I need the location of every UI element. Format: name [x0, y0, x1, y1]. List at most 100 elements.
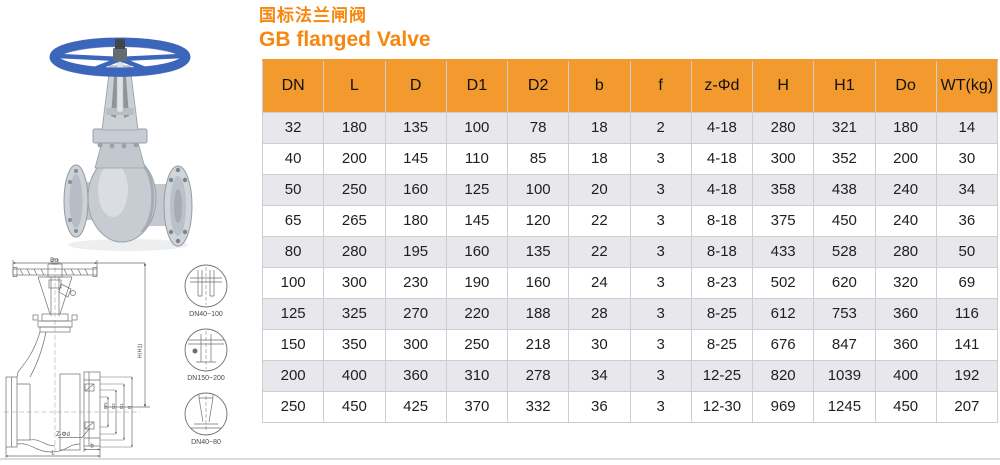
spec-table-head: DN L D D1 D2 b f z-Φd H H1 Do WT(kg)	[261, 59, 999, 113]
table-cell: 218	[506, 328, 570, 361]
column-header: L	[323, 59, 386, 113]
photo-shadow	[68, 239, 188, 251]
column-header: b	[568, 59, 631, 113]
dim-label-d: D	[127, 405, 132, 409]
column-header: D1	[445, 59, 509, 113]
table-cell: 22	[568, 235, 631, 268]
table-cell: 620	[813, 266, 876, 299]
table-cell: 180	[323, 111, 386, 144]
table-cell: 320	[874, 266, 937, 299]
table-row: 32 180 135 100 78 18 2 4-18 280 321 180 14	[261, 111, 999, 144]
dim-label-do: Do	[50, 258, 58, 264]
product-title-en: GB flanged Valve	[259, 27, 431, 51]
table-cell: 85	[506, 142, 570, 175]
technical-drawing-svg: Do H(H1) Z-Φd b L DN D2 D1 D DN40~100 DN…	[4, 258, 228, 458]
table-cell: 36	[568, 390, 631, 423]
title-block: 国标法兰闸阀 GB flanged Valve	[259, 6, 431, 52]
table-cell: 3	[629, 266, 692, 299]
technical-drawing: Do H(H1) Z-Φd b L DN D2 D1 D DN40~100 DN…	[0, 256, 255, 460]
table-cell: 30	[935, 142, 999, 175]
table-cell: 141	[935, 328, 999, 361]
bonnet-flange	[92, 128, 148, 144]
column-header: z-Φd	[690, 59, 754, 113]
table-cell: 438	[813, 173, 876, 206]
table-cell: 3	[629, 390, 692, 423]
right-flange	[163, 165, 193, 247]
column-header: DN	[261, 59, 325, 113]
table-cell: 65	[261, 204, 325, 237]
column-header: D	[384, 59, 447, 113]
table-cell: 3	[629, 173, 692, 206]
table-row: 100 300 230 190 160 24 3 8-23 502 620 320 69	[261, 266, 999, 299]
handwheel	[49, 37, 191, 77]
table-cell: 8-25	[690, 297, 754, 330]
table-cell: 192	[935, 359, 999, 392]
stem-nut	[115, 39, 125, 49]
table-cell: 3	[629, 142, 692, 175]
table-cell: 160	[384, 173, 447, 206]
table-cell: 325	[323, 297, 386, 330]
table-cell: 116	[935, 297, 999, 330]
table-cell: 188	[506, 297, 570, 330]
table-cell: 280	[874, 235, 937, 268]
dim-label-zphid: Z-Φd	[56, 432, 70, 438]
table-cell: 265	[323, 204, 386, 237]
table-cell: 240	[874, 173, 937, 206]
table-cell: 135	[506, 235, 570, 268]
table-cell: 30	[568, 328, 631, 361]
table-cell: 3	[629, 235, 692, 268]
table-cell: 300	[323, 266, 386, 299]
table-cell: 36	[935, 204, 999, 237]
table-cell: 3	[629, 328, 692, 361]
table-cell: 969	[751, 390, 815, 423]
table-cell: 180	[384, 204, 447, 237]
table-cell: 8-18	[690, 204, 754, 237]
table-cell: 12-25	[690, 359, 754, 392]
detail-label-3: DN40~80	[191, 439, 221, 446]
table-cell: 3	[629, 359, 692, 392]
table-row: 250 450 425 370 332 36 3 12-30 969 1245 450 207	[261, 390, 999, 423]
table-cell: 250	[323, 173, 386, 206]
table-cell: 278	[506, 359, 570, 392]
table-cell: 195	[384, 235, 447, 268]
product-title-zh: 国标法兰闸阀	[259, 6, 367, 25]
table-cell: 24	[568, 266, 631, 299]
table-cell: 352	[813, 142, 876, 175]
table-row: 200 400 360 310 278 34 3 12-25 820 1039 400 192	[261, 359, 999, 392]
table-cell: 433	[751, 235, 815, 268]
table-cell: 250	[261, 390, 325, 423]
table-cell: 360	[384, 359, 447, 392]
table-cell: 820	[751, 359, 815, 392]
table-cell: 450	[323, 390, 386, 423]
table-cell: 100	[261, 266, 325, 299]
table-row: 50 250 160 125 100 20 3 4-18 358 438 240 34	[261, 173, 999, 206]
table-cell: 135	[384, 111, 447, 144]
detail-label-2: DN150~200	[187, 375, 225, 382]
table-cell: 8-25	[690, 328, 754, 361]
table-row: 80 280 195 160 135 22 3 8-18 433 528 280 50	[261, 235, 999, 268]
detail-label-1: DN40~100	[189, 311, 223, 318]
table-cell: 753	[813, 297, 876, 330]
table-row: 125 325 270 220 188 28 3 8-25 612 753 360 116	[261, 297, 999, 330]
dim-label-b: b	[90, 444, 94, 450]
table-cell: 125	[261, 297, 325, 330]
table-cell: 321	[813, 111, 876, 144]
table-cell: 40	[261, 142, 325, 175]
spec-table-body: 32 180 135 100 78 18 2 4-18 280 321 180 14 40 200 145 1…	[261, 111, 999, 423]
table-cell: 332	[506, 390, 570, 423]
table-cell: 450	[874, 390, 937, 423]
header-row: DN L D D1 D2 b f z-Φd H H1 Do WT(kg)	[261, 59, 999, 113]
column-header: H	[751, 59, 815, 113]
table-cell: 676	[751, 328, 815, 361]
table-cell: 360	[874, 297, 937, 330]
table-cell: 200	[261, 359, 325, 392]
table-cell: 100	[445, 111, 509, 144]
table-cell: 180	[874, 111, 937, 144]
column-header: H1	[813, 59, 876, 113]
column-header: WT(kg)	[935, 59, 999, 113]
table-cell: 125	[445, 173, 509, 206]
table-cell: 18	[568, 142, 631, 175]
valve-photo-svg	[49, 37, 193, 251]
table-cell: 160	[506, 266, 570, 299]
table-cell: 200	[323, 142, 386, 175]
